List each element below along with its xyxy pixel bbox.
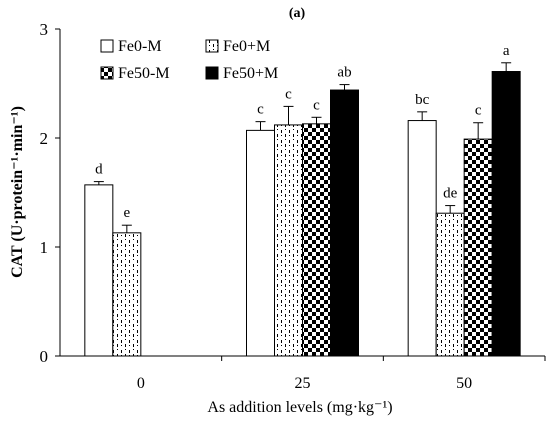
- bar: [112, 232, 142, 357]
- legend-label: Fe50-M: [118, 65, 170, 82]
- chart-title: (a): [289, 6, 306, 21]
- bar: [407, 120, 437, 357]
- bar: [330, 89, 359, 357]
- significance-letter: bc: [415, 92, 430, 108]
- legend-label: Fe0-M: [118, 38, 162, 55]
- legend-label: Fe50+M: [223, 65, 278, 82]
- x-tick-label: 0: [137, 375, 145, 392]
- significance-letter: c: [475, 103, 482, 119]
- bar: [435, 212, 465, 357]
- x-tick-label: 25: [295, 375, 311, 392]
- legend-swatch: [205, 39, 219, 53]
- legend-swatch: [205, 66, 219, 80]
- legend-swatch: [100, 39, 114, 53]
- y-tick-label: 3: [40, 20, 49, 39]
- x-tick-label: 50: [456, 375, 472, 392]
- y-axis-title: CAT (U·protein⁻¹·min⁻¹): [9, 106, 26, 278]
- legend-swatch: [100, 66, 114, 80]
- significance-letter: a: [503, 43, 510, 59]
- bar: [491, 71, 521, 357]
- significance-letter: e: [123, 205, 130, 221]
- bar: [463, 138, 493, 357]
- significance-letter: de: [443, 186, 458, 202]
- plot-area: 0 1 2 3 0 25 50 d c bc e c de c c ab a Fe0-M Fe0+M Fe50-M Fe…: [40, 20, 546, 392]
- bar: [302, 123, 331, 357]
- bar: [246, 129, 275, 357]
- y-tick-label: 1: [40, 238, 49, 257]
- legend-label: Fe0+M: [223, 38, 270, 55]
- significance-letter: c: [313, 97, 320, 113]
- bar: [274, 124, 303, 357]
- significance-letter: d: [95, 162, 103, 178]
- bar: [84, 184, 114, 357]
- significance-letter: c: [285, 86, 292, 102]
- significance-letter: c: [257, 102, 264, 118]
- y-tick-label: 0: [40, 347, 49, 366]
- significance-letter: ab: [337, 65, 351, 81]
- y-tick-label: 2: [40, 129, 49, 148]
- x-axis-title: As addition levels (mg·kg⁻¹): [207, 399, 392, 416]
